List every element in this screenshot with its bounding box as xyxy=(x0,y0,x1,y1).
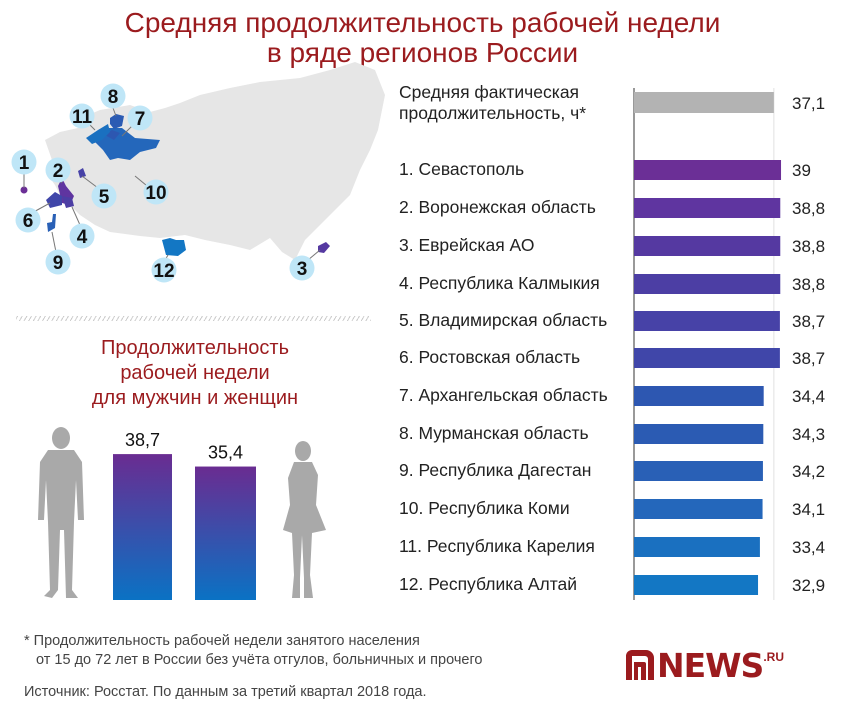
divider xyxy=(16,316,371,321)
svg-text:10: 10 xyxy=(145,183,166,204)
region-label: 2. Воронежская область xyxy=(399,197,596,217)
region-label: 12. Республика Алтай xyxy=(399,574,578,594)
reference-label-line-1: Средняя фактическая xyxy=(399,82,580,102)
source: Источник: Росстат. По данным за третий к… xyxy=(24,684,427,700)
region-3-jewish-ao xyxy=(318,242,330,253)
region-bar xyxy=(634,386,764,406)
gender-bar-men xyxy=(113,454,172,600)
svg-text:9: 9 xyxy=(53,253,64,274)
region-bar xyxy=(634,461,763,481)
map-marker-11: 11 xyxy=(69,103,95,129)
svg-text:8: 8 xyxy=(108,87,119,108)
footnote-line-2: от 15 до 72 лет в России без учёта отгул… xyxy=(36,652,483,668)
region-8-murmansk xyxy=(110,114,124,129)
region-value: 38,8 xyxy=(792,237,825,256)
gender-title-line-3: для мужчин и женщин xyxy=(91,387,299,409)
region-label: 6. Ростовская область xyxy=(399,347,581,367)
region-bar xyxy=(634,537,760,557)
svg-text:7: 7 xyxy=(135,109,146,130)
region-value: 34,1 xyxy=(792,500,825,519)
region-label: 8. Мурманская область xyxy=(399,423,589,443)
region-5-vladimir xyxy=(78,168,86,178)
gender-bar-women xyxy=(195,466,256,600)
region-4-kalmykia xyxy=(62,196,74,208)
region-value: 34,2 xyxy=(792,462,825,481)
map-marker-8: 8 xyxy=(100,83,126,109)
region-label: 7. Архангельская область xyxy=(399,385,608,405)
gender-title-line-1: Продолжительность xyxy=(101,337,289,359)
region-label: 10. Республика Коми xyxy=(399,498,570,518)
gender-value: 35,4 xyxy=(208,443,243,463)
region-value: 39 xyxy=(792,161,811,180)
svg-text:11: 11 xyxy=(72,107,93,128)
svg-text:2: 2 xyxy=(53,161,64,182)
region-label: 1. Севастополь xyxy=(399,159,525,179)
region-bar xyxy=(634,348,780,368)
region-bar xyxy=(634,160,782,180)
footnote: * Продолжительность рабочей недели занят… xyxy=(24,632,483,670)
region-6-rostov xyxy=(46,192,62,208)
map-marker-10: 10 xyxy=(143,179,169,205)
newsru-logo[interactable]: NEWS .RU xyxy=(624,646,784,686)
region-value: 38,8 xyxy=(792,199,825,218)
reference-label: Средняя фактическая продолжительность, ч… xyxy=(399,82,586,124)
logo-text: NEWS xyxy=(657,646,764,685)
region-value: 38,8 xyxy=(792,275,825,294)
logo-suffix: .RU xyxy=(763,650,784,664)
region-label: 3. Еврейская АО xyxy=(399,235,535,255)
region-label: 4. Республика Калмыкия xyxy=(399,273,600,293)
map-marker-6: 6 xyxy=(15,207,41,233)
title-line-2: в ряде регионов России xyxy=(266,37,579,68)
region-value: 32,9 xyxy=(792,576,825,595)
region-label: 9. Республика Дагестан xyxy=(399,460,592,480)
reference-bar xyxy=(634,92,774,113)
region-value: 34,3 xyxy=(792,425,825,444)
region-label: 5. Владимирская область xyxy=(399,310,608,330)
region-11-karelia xyxy=(86,124,110,144)
man-silhouette-icon xyxy=(38,427,84,598)
region-label: 11. Республика Карелия xyxy=(399,536,595,556)
map-marker-12: 12 xyxy=(151,257,177,283)
footnote-line-1: * Продолжительность рабочей недели занят… xyxy=(24,633,420,649)
page-title: Средняя продолжительность рабочей недели… xyxy=(0,8,845,68)
map-marker-5: 5 xyxy=(91,183,117,209)
map-marker-3: 3 xyxy=(289,255,315,281)
gender-value: 38,7 xyxy=(125,430,160,450)
gender-chart-title: Продолжительность рабочей недели для муж… xyxy=(10,336,380,411)
svg-text:6: 6 xyxy=(23,211,34,232)
svg-text:5: 5 xyxy=(99,187,110,208)
region-12-altai xyxy=(162,238,186,256)
svg-text:1: 1 xyxy=(19,153,30,174)
region-value: 38,7 xyxy=(792,349,825,368)
svg-text:4: 4 xyxy=(77,227,88,248)
region-9-dagestan xyxy=(47,214,56,232)
svg-text:12: 12 xyxy=(153,261,174,282)
region-bar xyxy=(634,274,781,294)
reference-value: 37,1 xyxy=(792,94,825,113)
region-value: 38,7 xyxy=(792,312,825,331)
region-bar xyxy=(634,575,759,595)
region-bar xyxy=(634,198,781,218)
region-bar xyxy=(634,311,780,331)
title-line-1: Средняя продолжительность рабочей недели xyxy=(124,7,721,38)
region-bar xyxy=(634,236,781,256)
region-bar xyxy=(634,499,763,519)
region-bar xyxy=(634,424,764,444)
reference-label-line-2: продолжительность, ч* xyxy=(399,103,587,123)
woman-silhouette-icon xyxy=(283,441,326,598)
map-marker-2: 2 xyxy=(45,157,71,183)
region-value: 33,4 xyxy=(792,538,825,557)
map-marker-4: 4 xyxy=(69,223,95,249)
map-marker-1: 1 xyxy=(11,149,37,175)
svg-text:3: 3 xyxy=(297,259,308,280)
gender-title-line-2: рабочей недели xyxy=(120,362,270,384)
region-1-sevastopol xyxy=(20,186,28,194)
russia-shape xyxy=(45,62,385,260)
map-marker-7: 7 xyxy=(127,105,153,131)
region-value: 34,4 xyxy=(792,387,825,406)
logo-icon xyxy=(626,650,654,680)
map-marker-9: 9 xyxy=(45,249,71,275)
